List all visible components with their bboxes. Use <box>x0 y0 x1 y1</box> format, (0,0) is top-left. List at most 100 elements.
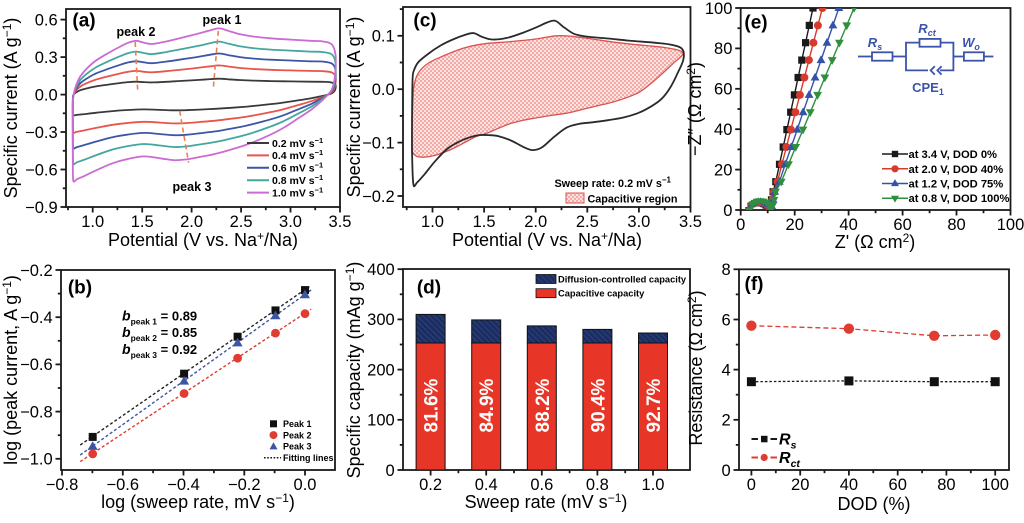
svg-text:0.6: 0.6 <box>35 11 58 29</box>
svg-text:bpeak 1 = 0.89: bpeak 1 = 0.89 <box>122 308 197 327</box>
svg-text:−1.0: −1.0 <box>20 451 53 469</box>
svg-text:(b): (b) <box>68 278 92 299</box>
svg-text:0.0: 0.0 <box>35 86 58 104</box>
svg-text:Diffusion-controlled capacity: Diffusion-controlled capacity <box>558 274 687 284</box>
svg-text:Fitting lines: Fitting lines <box>283 453 334 463</box>
svg-text:0.6: 0.6 <box>530 476 553 494</box>
svg-text:20: 20 <box>786 216 804 234</box>
svg-text:−0.8: −0.8 <box>46 476 79 494</box>
svg-text:−0.2: −0.2 <box>228 476 261 494</box>
svg-text:90.4%: 90.4% <box>588 378 609 432</box>
svg-text:88.2%: 88.2% <box>533 378 554 432</box>
svg-text:Capacitive capacity: Capacitive capacity <box>558 289 645 299</box>
svg-text:−0.2: −0.2 <box>20 262 53 280</box>
svg-text:(a): (a) <box>72 11 95 32</box>
svg-text:0: 0 <box>386 462 395 480</box>
svg-text:1.0: 1.0 <box>642 476 665 494</box>
svg-text:0.6 mV s−1: 0.6 mV s−1 <box>272 161 323 175</box>
svg-text:80: 80 <box>947 216 965 234</box>
svg-text:3.5: 3.5 <box>679 213 702 231</box>
svg-text:2.5: 2.5 <box>576 213 599 231</box>
svg-text:log (sweep rate, mV s−1): log (sweep rate, mV s−1) <box>101 491 295 512</box>
svg-text:Specific current (A g−1): Specific current (A g−1) <box>0 18 21 199</box>
svg-text:peak 3: peak 3 <box>173 180 212 194</box>
svg-text:0.1: 0.1 <box>372 28 395 46</box>
svg-text:0: 0 <box>723 202 732 220</box>
svg-text:0.8 mV s−1: 0.8 mV s−1 <box>272 173 323 187</box>
svg-text:8: 8 <box>722 261 731 279</box>
svg-text:3.5: 3.5 <box>329 213 352 231</box>
svg-text:1.5: 1.5 <box>131 213 154 231</box>
svg-text:Potential (V vs. Na+/Na): Potential (V vs. Na+/Na) <box>108 229 298 250</box>
svg-text:−0.8: −0.8 <box>20 403 53 421</box>
svg-text:0: 0 <box>722 462 731 480</box>
svg-text:1.5: 1.5 <box>473 213 496 231</box>
svg-text:Potential (V vs. Na+/Na): Potential (V vs. Na+/Na) <box>452 229 642 250</box>
svg-text:100: 100 <box>997 216 1024 234</box>
svg-text:(d): (d) <box>417 278 441 299</box>
svg-text:0.8: 0.8 <box>586 476 609 494</box>
svg-text:6: 6 <box>722 311 731 329</box>
svg-text:3.0: 3.0 <box>627 213 650 231</box>
svg-text:peak 1: peak 1 <box>203 13 242 27</box>
svg-text:at 3.4 V, DOD 0%: at 3.4 V, DOD 0% <box>909 149 998 161</box>
svg-text:60: 60 <box>893 216 911 234</box>
svg-text:100: 100 <box>367 412 395 430</box>
svg-text:−0.6: −0.6 <box>107 476 140 494</box>
svg-text:80: 80 <box>714 40 732 58</box>
svg-text:2: 2 <box>722 412 731 430</box>
svg-text:Sweep rate: 0.2 mV s−1: Sweep rate: 0.2 mV s−1 <box>554 176 671 191</box>
svg-text:2.0: 2.0 <box>524 213 547 231</box>
svg-text:−0.4: −0.4 <box>167 476 200 494</box>
svg-text:60: 60 <box>714 81 732 99</box>
svg-text:Specific current (A g−1): Specific current (A g−1) <box>343 17 364 198</box>
svg-text:Peak 3: Peak 3 <box>283 442 312 452</box>
svg-text:bpeak 3 = 0.92: bpeak 3 = 0.92 <box>122 341 197 360</box>
svg-text:40: 40 <box>840 476 858 494</box>
svg-text:40: 40 <box>839 216 857 234</box>
svg-text:0.2 mV s−1: 0.2 mV s−1 <box>272 136 323 150</box>
svg-text:bpeak 2 = 0.85: bpeak 2 = 0.85 <box>122 324 197 343</box>
svg-text:Specific capacity (mAg g−1): Specific capacity (mAg g−1) <box>343 262 364 479</box>
svg-text:−0.2: −0.2 <box>362 188 395 206</box>
svg-text:0: 0 <box>747 476 756 494</box>
svg-text:0.0: 0.0 <box>372 81 395 99</box>
svg-text:−0.9: −0.9 <box>25 199 58 217</box>
svg-text:at 2.0 V, DOD 40%: at 2.0 V, DOD 40% <box>909 164 1004 176</box>
svg-text:100: 100 <box>705 0 733 18</box>
svg-text:at 1.2 V, DOD 75%: at 1.2 V, DOD 75% <box>909 179 1004 191</box>
svg-text:3.0: 3.0 <box>279 213 302 231</box>
svg-text:4: 4 <box>722 361 731 379</box>
svg-text:2.0: 2.0 <box>180 213 203 231</box>
svg-text:CPE1: CPE1 <box>912 80 944 97</box>
svg-text:Peak 2: Peak 2 <box>283 430 312 440</box>
svg-text:−0.1: −0.1 <box>362 134 395 152</box>
svg-text:1.0: 1.0 <box>421 213 444 231</box>
svg-text:60: 60 <box>889 476 907 494</box>
svg-text:0.4 mV s−1: 0.4 mV s−1 <box>272 148 323 162</box>
svg-text:20: 20 <box>791 476 809 494</box>
svg-text:40: 40 <box>714 121 732 139</box>
svg-text:81.6%: 81.6% <box>422 378 443 432</box>
svg-text:−Z″ (Ω cm2): −Z″ (Ω cm2) <box>684 62 705 156</box>
svg-text:at 0.8 V, DOD 100%: at 0.8 V, DOD 100% <box>909 193 1010 205</box>
svg-text:peak 2: peak 2 <box>117 25 156 39</box>
svg-text:200: 200 <box>367 361 395 379</box>
svg-text:(f): (f) <box>745 274 764 295</box>
svg-text:−0.6: −0.6 <box>25 161 58 179</box>
svg-text:84.9%: 84.9% <box>477 378 498 432</box>
svg-text:20: 20 <box>714 161 732 179</box>
svg-text:(e): (e) <box>744 13 767 34</box>
svg-text:1.0: 1.0 <box>81 213 104 231</box>
svg-text:80: 80 <box>937 476 955 494</box>
svg-text:0.0: 0.0 <box>294 476 317 494</box>
svg-text:Peak 1: Peak 1 <box>283 419 312 429</box>
svg-text:400: 400 <box>367 261 395 279</box>
svg-text:Sweep rate (mV s−1): Sweep rate (mV s−1) <box>465 491 628 512</box>
svg-text:0.4: 0.4 <box>475 476 498 494</box>
svg-text:1.0 mV s−1: 1.0 mV s−1 <box>272 185 323 199</box>
svg-text:(c): (c) <box>413 11 436 32</box>
svg-text:Resistance (Ω cm2): Resistance (Ω cm2) <box>685 290 706 445</box>
svg-text:92.7%: 92.7% <box>644 378 665 432</box>
svg-text:0.2: 0.2 <box>419 476 442 494</box>
